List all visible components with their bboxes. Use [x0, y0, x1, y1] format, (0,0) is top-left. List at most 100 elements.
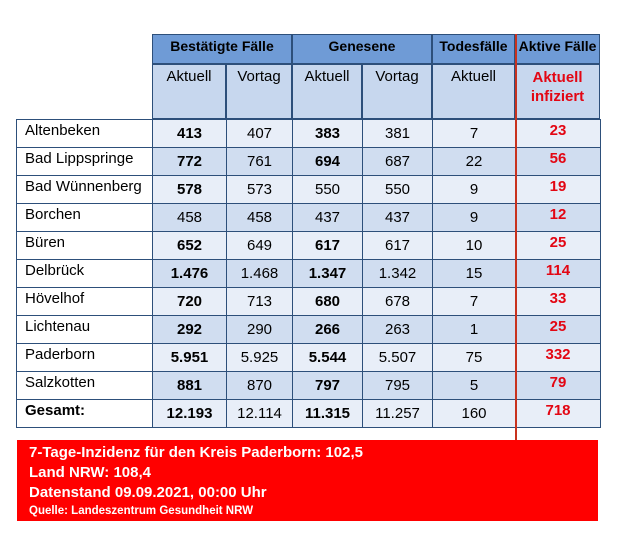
recovered-previous: 437	[362, 203, 433, 232]
deaths-current: 10	[432, 231, 516, 260]
active-infected: 19	[515, 175, 601, 204]
municipality-name: Borchen	[16, 203, 153, 232]
confirmed-previous: 5.925	[226, 343, 293, 372]
confirmed-previous: 12.114	[226, 399, 293, 428]
confirmed-previous: 407	[226, 119, 293, 148]
recovered-previous: 5.507	[362, 343, 433, 372]
data-timestamp: Datenstand 09.09.2021, 00:00 Uhr	[29, 484, 267, 501]
confirmed-current: 881	[152, 371, 227, 400]
recovered-current: 797	[292, 371, 363, 400]
incidence-district: 7-Tage-Inzidenz für den Kreis Paderborn:…	[29, 444, 363, 461]
confirmed-previous: 573	[226, 175, 293, 204]
confirmed-current: 720	[152, 287, 227, 316]
active-infected: 79	[515, 371, 601, 400]
table-row: Hövelhof 720 713 680 678 7 33	[16, 287, 601, 316]
incidence-state: Land NRW: 108,4	[29, 464, 151, 481]
data-source: Quelle: Landeszentrum Gesundheit NRW	[29, 505, 254, 517]
confirmed-current: 5.951	[152, 343, 227, 372]
subheader-confirmed-previous: Vortag	[226, 64, 292, 119]
municipality-name: Büren	[16, 231, 153, 260]
header-recovered: Genesene	[292, 34, 432, 64]
municipality-name: Delbrück	[16, 259, 153, 288]
active-infected: 25	[515, 231, 601, 260]
table-row: Büren 652 649 617 617 10 25	[16, 231, 601, 260]
subheader-deaths-current: Aktuell	[432, 64, 515, 119]
recovered-current: 11.315	[292, 399, 363, 428]
recovered-previous: 1.342	[362, 259, 433, 288]
recovered-previous: 381	[362, 119, 433, 148]
deaths-current: 7	[432, 287, 516, 316]
municipality-name: Lichtenau	[16, 315, 153, 344]
recovered-current: 5.544	[292, 343, 363, 372]
confirmed-current: 413	[152, 119, 227, 148]
active-infected: 25	[515, 315, 601, 344]
recovered-current: 437	[292, 203, 363, 232]
active-infected: 33	[515, 287, 601, 316]
municipality-name: Paderborn	[16, 343, 153, 372]
recovered-previous: 687	[362, 147, 433, 176]
deaths-current: 7	[432, 119, 516, 148]
municipality-name: Altenbeken	[16, 119, 153, 148]
confirmed-current: 458	[152, 203, 227, 232]
municipality-name: Bad Lippspringe	[16, 147, 153, 176]
confirmed-current: 1.476	[152, 259, 227, 288]
municipality-table: Altenbeken 413 407 383 381 7 23 Bad Lippspringe…	[16, 119, 601, 428]
recovered-previous: 678	[362, 287, 433, 316]
active-infected: 114	[515, 259, 601, 288]
deaths-current: 9	[432, 175, 516, 204]
recovered-current: 694	[292, 147, 363, 176]
recovered-previous: 550	[362, 175, 433, 204]
header-confirmed: Bestätigte Fälle	[152, 34, 292, 64]
recovered-previous: 795	[362, 371, 433, 400]
deaths-current: 160	[432, 399, 516, 428]
subheader-recovered-current: Aktuell	[292, 64, 362, 119]
deaths-current: 9	[432, 203, 516, 232]
table-row: Bad Wünnenberg 578 573 550 550 9 19	[16, 175, 601, 204]
deaths-current: 15	[432, 259, 516, 288]
subheader-active-infected: Aktuell infiziert	[515, 64, 600, 119]
deaths-current: 22	[432, 147, 516, 176]
table-row: Delbrück 1.476 1.468 1.347 1.342 15 114	[16, 259, 601, 288]
recovered-current: 680	[292, 287, 363, 316]
recovered-previous: 11.257	[362, 399, 433, 428]
table-row: Lichtenau 292 290 266 263 1 25	[16, 315, 601, 344]
info-footer: 7-Tage-Inzidenz für den Kreis Paderborn:…	[17, 440, 598, 521]
header-active: Aktive Fälle	[515, 34, 600, 64]
deaths-current: 75	[432, 343, 516, 372]
subheader-recovered-previous: Vortag	[362, 64, 432, 119]
table-row: Borchen 458 458 437 437 9 12	[16, 203, 601, 232]
confirmed-previous: 870	[226, 371, 293, 400]
table-row: Altenbeken 413 407 383 381 7 23	[16, 119, 601, 148]
table-row: Salzkotten 881 870 797 795 5 79	[16, 371, 601, 400]
active-infected: 56	[515, 147, 601, 176]
recovered-previous: 263	[362, 315, 433, 344]
recovered-current: 1.347	[292, 259, 363, 288]
confirmed-previous: 290	[226, 315, 293, 344]
confirmed-current: 772	[152, 147, 227, 176]
municipality-name: Bad Wünnenberg	[16, 175, 153, 204]
recovered-previous: 617	[362, 231, 433, 260]
deaths-current: 5	[432, 371, 516, 400]
recovered-current: 383	[292, 119, 363, 148]
confirmed-previous: 761	[226, 147, 293, 176]
active-cases-divider	[515, 34, 517, 440]
active-infected: 12	[515, 203, 601, 232]
header-deaths: Todesfälle	[432, 34, 515, 64]
municipality-name: Gesamt:	[16, 399, 153, 428]
confirmed-previous: 713	[226, 287, 293, 316]
confirmed-previous: 1.468	[226, 259, 293, 288]
confirmed-previous: 458	[226, 203, 293, 232]
table-row: Paderborn 5.951 5.925 5.544 5.507 75 332	[16, 343, 601, 372]
confirmed-current: 292	[152, 315, 227, 344]
subheader-confirmed-current: Aktuell	[152, 64, 226, 119]
confirmed-current: 12.193	[152, 399, 227, 428]
confirmed-current: 652	[152, 231, 227, 260]
active-infected: 23	[515, 119, 601, 148]
recovered-current: 550	[292, 175, 363, 204]
active-infected: 718	[515, 399, 601, 428]
confirmed-previous: 649	[226, 231, 293, 260]
municipality-name: Salzkotten	[16, 371, 153, 400]
recovered-current: 617	[292, 231, 363, 260]
active-infected: 332	[515, 343, 601, 372]
